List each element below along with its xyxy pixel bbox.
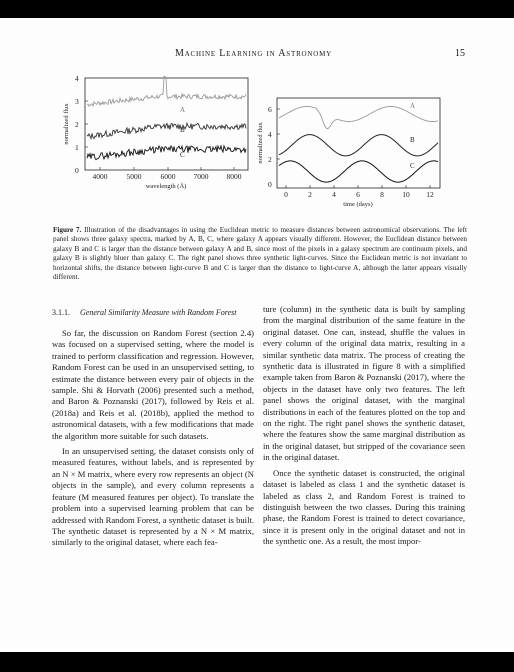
left-label-a: A bbox=[180, 106, 185, 114]
left-xtick-1: 5000 bbox=[127, 172, 142, 181]
running-header: Machine Learning in Astronomy 15 bbox=[0, 48, 514, 62]
left-xtick-3: 7000 bbox=[194, 172, 209, 181]
paper-page: Machine Learning in Astronomy 15 0 1 2 3… bbox=[0, 18, 514, 652]
right-ylabel: normalized flux bbox=[257, 122, 264, 164]
right-xtick-0: 0 bbox=[284, 190, 288, 199]
left-ytick-2: 2 bbox=[75, 120, 79, 129]
right-panel-frame bbox=[276, 97, 441, 189]
spectrum-b bbox=[86, 121, 247, 141]
right-label-a: A bbox=[410, 102, 415, 110]
section-heading: 3.1.1. General Similarity Measure with Ra… bbox=[52, 308, 254, 318]
right-label-c: C bbox=[410, 162, 415, 170]
figure-7: 0 1 2 3 4 4000 5000 6000 7000 8000 wavel… bbox=[63, 74, 441, 208]
left-ytick-4: 4 bbox=[75, 74, 79, 83]
lightcurve-b bbox=[278, 134, 439, 157]
left-paragraph-1: So far, the discussion on Random Forest … bbox=[52, 328, 254, 441]
right-xtick-5: 10 bbox=[402, 190, 410, 199]
spectrum-a bbox=[86, 75, 247, 108]
right-xtick-3: 6 bbox=[356, 190, 360, 199]
right-xtick-2: 4 bbox=[332, 190, 336, 199]
left-yticks: 0 1 2 3 4 bbox=[75, 74, 79, 175]
left-xticks: 4000 5000 6000 7000 8000 bbox=[93, 172, 242, 181]
right-xtick-6: 12 bbox=[426, 190, 434, 199]
right-xticks: 0 2 4 6 8 10 12 bbox=[284, 190, 434, 199]
left-label-c: C bbox=[180, 151, 185, 159]
left-ytick-3: 3 bbox=[75, 97, 79, 106]
page-number: 15 bbox=[455, 48, 465, 59]
left-xtick-4: 8000 bbox=[227, 172, 242, 181]
lightcurve-c bbox=[278, 160, 439, 183]
left-ytick-0: 0 bbox=[75, 166, 79, 175]
section-title: General Similarity Measure with Random F… bbox=[80, 308, 237, 317]
right-xlabel: time (days) bbox=[343, 201, 372, 208]
left-xtick-2: 6000 bbox=[161, 172, 176, 181]
right-ytick-3: 6 bbox=[268, 105, 272, 114]
right-paragraph-2: Once the synthetic dataset is constructe… bbox=[263, 467, 465, 547]
right-xtick-1: 2 bbox=[308, 190, 312, 199]
right-label-b: B bbox=[410, 136, 415, 144]
left-column: 3.1.1. General Similarity Measure with Ra… bbox=[52, 308, 254, 549]
right-xtick-4: 8 bbox=[380, 190, 384, 199]
right-ytick-2: 4 bbox=[268, 130, 272, 139]
right-ytick-1: 2 bbox=[268, 155, 272, 164]
right-column: ture (column) in the synthetic data is b… bbox=[263, 304, 465, 548]
left-paragraph-2: In an unsupervised setting, the dataset … bbox=[52, 446, 254, 548]
caption-label: Figure 7. bbox=[53, 226, 82, 234]
section-number: 3.1.1. bbox=[52, 308, 70, 317]
figure-caption: Figure 7. Illustration of the disadvanta… bbox=[53, 226, 467, 282]
spectrum-c bbox=[86, 144, 247, 161]
left-xtick-0: 4000 bbox=[93, 172, 108, 181]
left-label-b: B bbox=[180, 126, 185, 134]
running-title: Machine Learning in Astronomy bbox=[175, 48, 332, 59]
lightcurve-a bbox=[278, 106, 439, 129]
right-ytick-0: 0 bbox=[268, 180, 272, 189]
left-ytick-1: 1 bbox=[75, 143, 79, 152]
right-yticks: 0 2 4 6 bbox=[268, 105, 272, 189]
right-paragraph-1: ture (column) in the synthetic data is b… bbox=[263, 304, 465, 463]
left-xlabel: wavelength (Å) bbox=[146, 182, 187, 190]
left-ylabel: normalized flux bbox=[63, 103, 70, 145]
caption-text: Illustration of the disadvantages in usi… bbox=[53, 226, 468, 282]
